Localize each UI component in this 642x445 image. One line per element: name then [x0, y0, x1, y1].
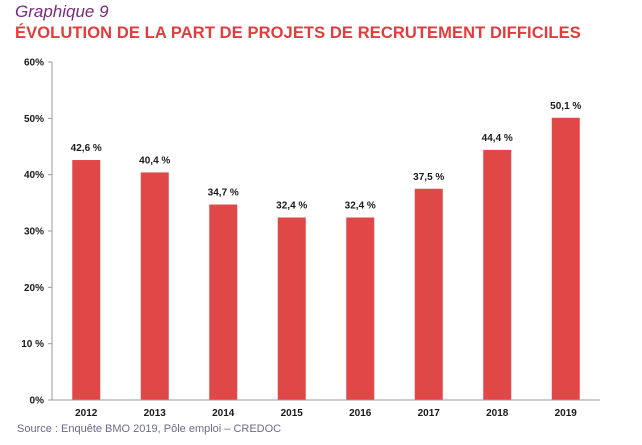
bar-2015 [277, 217, 306, 400]
data-label-2016: 32,4 % [345, 200, 376, 211]
bar-2012 [72, 160, 101, 400]
bar-chart: 0% 10 % 20% 30% 40% 50% 60% 42,6 % 40,4 % 34,7 %… [21, 58, 600, 419]
data-label-2015: 32,4 % [276, 200, 307, 211]
bar-2016 [346, 217, 375, 400]
bar-2014 [209, 204, 238, 400]
y-tick-label: 30% [24, 227, 44, 238]
y-tick-label: 20% [24, 283, 44, 294]
bar-2013 [140, 172, 169, 400]
data-label-2013: 40,4 % [139, 155, 170, 166]
y-tick-label: 60% [24, 58, 44, 69]
data-labels: 42,6 % 40,4 % 34,7 % 32,4 % 32,4 % 37,5 % 44,4… [71, 101, 582, 212]
x-tick-label-2016: 2016 [349, 408, 372, 419]
x-tick-label-2018: 2018 [486, 408, 509, 419]
y-tick-label: 40% [24, 170, 44, 181]
data-label-2018: 44,4 % [482, 133, 513, 144]
y-tick-label: 0% [30, 396, 45, 407]
data-label-2014: 34,7 % [208, 188, 239, 199]
y-tick-label: 10 % [21, 339, 44, 350]
bars [72, 117, 580, 401]
data-label-2019: 50,1 % [550, 101, 581, 112]
x-tick-label-2013: 2013 [144, 408, 167, 419]
chart-title: ÉVOLUTION DE LA PART DE PROJETS DE RECRU… [15, 24, 581, 42]
chart-subtitle: Graphique 9 [15, 2, 109, 21]
bar-2018 [483, 149, 512, 400]
data-label-2012: 42,6 % [71, 143, 102, 154]
source-note: Source : Enquête BMO 2019, Pôle emploi –… [17, 423, 282, 435]
x-tick-label-2015: 2015 [281, 408, 304, 419]
x-axis: 2012 2013 2014 2015 2016 2017 2018 2019 [52, 399, 600, 419]
bar-2017 [414, 188, 443, 400]
y-axis: 0% 10 % 20% 30% 40% 50% 60% [21, 58, 53, 407]
y-tick-label: 50% [24, 114, 44, 125]
x-tick-label-2012: 2012 [75, 408, 98, 419]
x-tick-label-2019: 2019 [555, 408, 578, 419]
x-tick-label-2017: 2017 [418, 408, 441, 419]
data-label-2017: 37,5 % [413, 172, 444, 183]
x-tick-label-2014: 2014 [212, 408, 235, 419]
bar-2019 [551, 117, 580, 401]
